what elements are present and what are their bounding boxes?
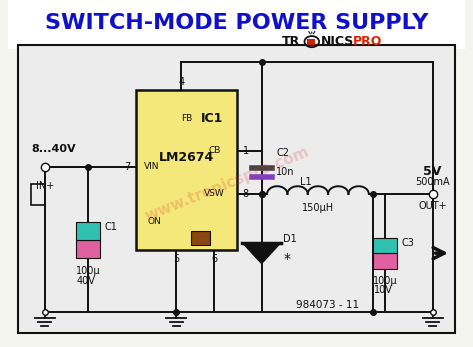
- Text: 40V: 40V: [76, 276, 95, 286]
- Text: IN+: IN+: [36, 181, 54, 191]
- Text: 500mA: 500mA: [415, 177, 450, 187]
- Bar: [18, 45, 455, 333]
- Bar: [192, 231, 210, 245]
- Text: 100μ: 100μ: [76, 266, 101, 276]
- Text: 5V: 5V: [423, 165, 442, 178]
- Text: 984073 - 11: 984073 - 11: [296, 301, 359, 310]
- Text: 150μH: 150μH: [302, 203, 334, 213]
- Text: 100μ: 100μ: [373, 276, 397, 286]
- Text: 10V: 10V: [374, 285, 393, 295]
- Text: FB: FB: [181, 115, 192, 124]
- Text: *: *: [283, 252, 290, 266]
- Bar: [9, 0, 464, 49]
- Text: CB: CB: [208, 146, 220, 155]
- Text: 10n: 10n: [276, 167, 295, 177]
- Polygon shape: [243, 243, 281, 264]
- Text: L1: L1: [300, 177, 311, 187]
- Text: VIN: VIN: [144, 162, 160, 171]
- Text: www.tronicspro.com: www.tronicspro.com: [143, 144, 312, 224]
- Text: LM2674: LM2674: [159, 151, 214, 164]
- Bar: [76, 239, 100, 257]
- Text: 7: 7: [124, 162, 130, 172]
- Text: 6: 6: [211, 254, 218, 263]
- Text: VSW: VSW: [204, 189, 225, 198]
- Text: 8...40V: 8...40V: [31, 144, 76, 154]
- Text: C1: C1: [105, 221, 117, 231]
- Text: 1: 1: [243, 146, 249, 156]
- Bar: [76, 221, 100, 239]
- Text: TR: TR: [282, 35, 300, 48]
- Text: IC1: IC1: [201, 112, 224, 126]
- Text: C2: C2: [276, 147, 289, 158]
- Bar: [31, 184, 45, 205]
- Bar: [307, 39, 315, 45]
- Bar: [373, 253, 397, 269]
- Text: D1: D1: [283, 234, 297, 244]
- Bar: [373, 238, 397, 253]
- Bar: [136, 90, 236, 250]
- Text: C3: C3: [401, 238, 414, 247]
- Text: NICS: NICS: [321, 35, 354, 48]
- Text: SWITCH-MODE POWER SUPPLY: SWITCH-MODE POWER SUPPLY: [45, 12, 428, 33]
- Text: 4: 4: [178, 77, 184, 86]
- Text: 8: 8: [243, 189, 249, 199]
- Text: ON: ON: [148, 217, 161, 226]
- Text: OUT+: OUT+: [418, 201, 447, 211]
- Text: 5: 5: [173, 254, 179, 263]
- Text: PRO: PRO: [353, 35, 382, 48]
